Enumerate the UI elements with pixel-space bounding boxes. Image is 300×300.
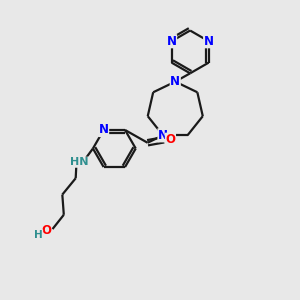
Text: O: O	[41, 224, 51, 237]
Text: N: N	[167, 35, 177, 48]
Text: N: N	[158, 129, 168, 142]
Text: HN: HN	[70, 157, 88, 167]
Text: N: N	[170, 75, 180, 88]
Text: N: N	[99, 124, 109, 136]
Text: H: H	[34, 230, 43, 240]
Text: N: N	[204, 35, 214, 48]
Text: O: O	[165, 133, 176, 146]
